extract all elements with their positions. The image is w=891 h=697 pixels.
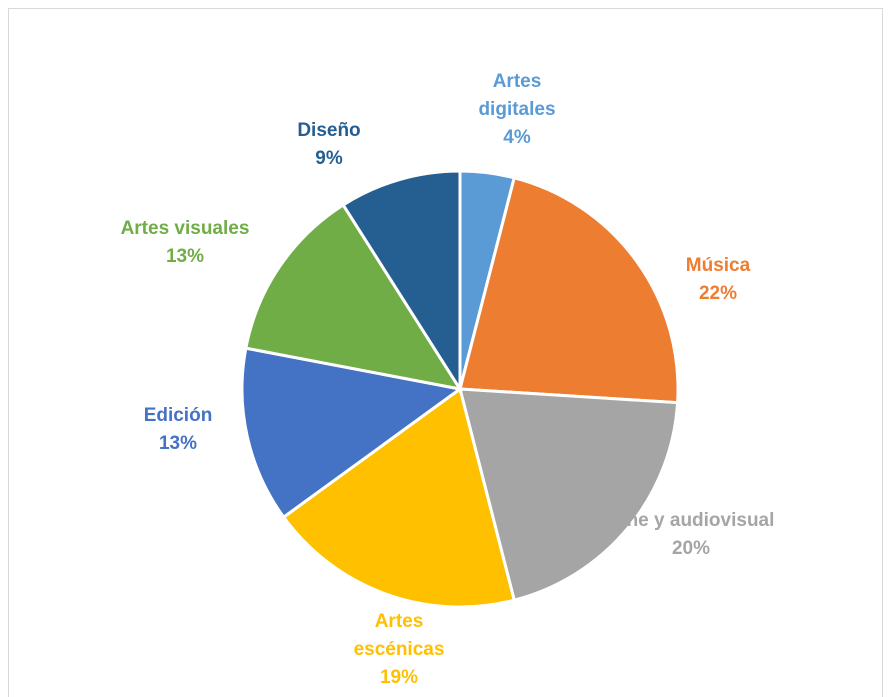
data-label: Artes digitales 4% [462, 68, 572, 152]
percent-label: 9% [315, 148, 343, 169]
percent-label: 22% [698, 283, 738, 304]
data-label: Diseño 9% [274, 117, 384, 173]
category-label: Cine y audiovisual [607, 510, 775, 531]
category-label: Música [685, 255, 751, 276]
pie-slice [341, 169, 462, 395]
percent-label: 13% [158, 433, 198, 454]
category-label: Edición [143, 405, 213, 426]
category-label: Artes digitales [478, 71, 556, 120]
pie-slice [240, 346, 464, 520]
pie-slice [281, 386, 517, 609]
data-label: Artes escénicas 19% [339, 608, 459, 692]
category-label: Artes visuales [120, 218, 250, 239]
data-label: Edición 13% [123, 402, 233, 458]
category-label: Diseño [297, 120, 361, 141]
percent-label: 4% [503, 127, 531, 148]
percent-label: 19% [379, 667, 419, 688]
data-label: Música 22% [663, 252, 773, 308]
pie-slice [458, 387, 680, 602]
data-label: Cine y audiovisual 20% [591, 507, 791, 563]
percent-label: 20% [671, 538, 711, 559]
data-label: Artes visuales 13% [95, 215, 275, 271]
percent-label: 13% [165, 246, 205, 267]
chart-border [8, 8, 883, 697]
category-label: Artes escénicas [353, 611, 445, 660]
pie-slice [458, 176, 680, 405]
pie-slice [244, 202, 464, 392]
